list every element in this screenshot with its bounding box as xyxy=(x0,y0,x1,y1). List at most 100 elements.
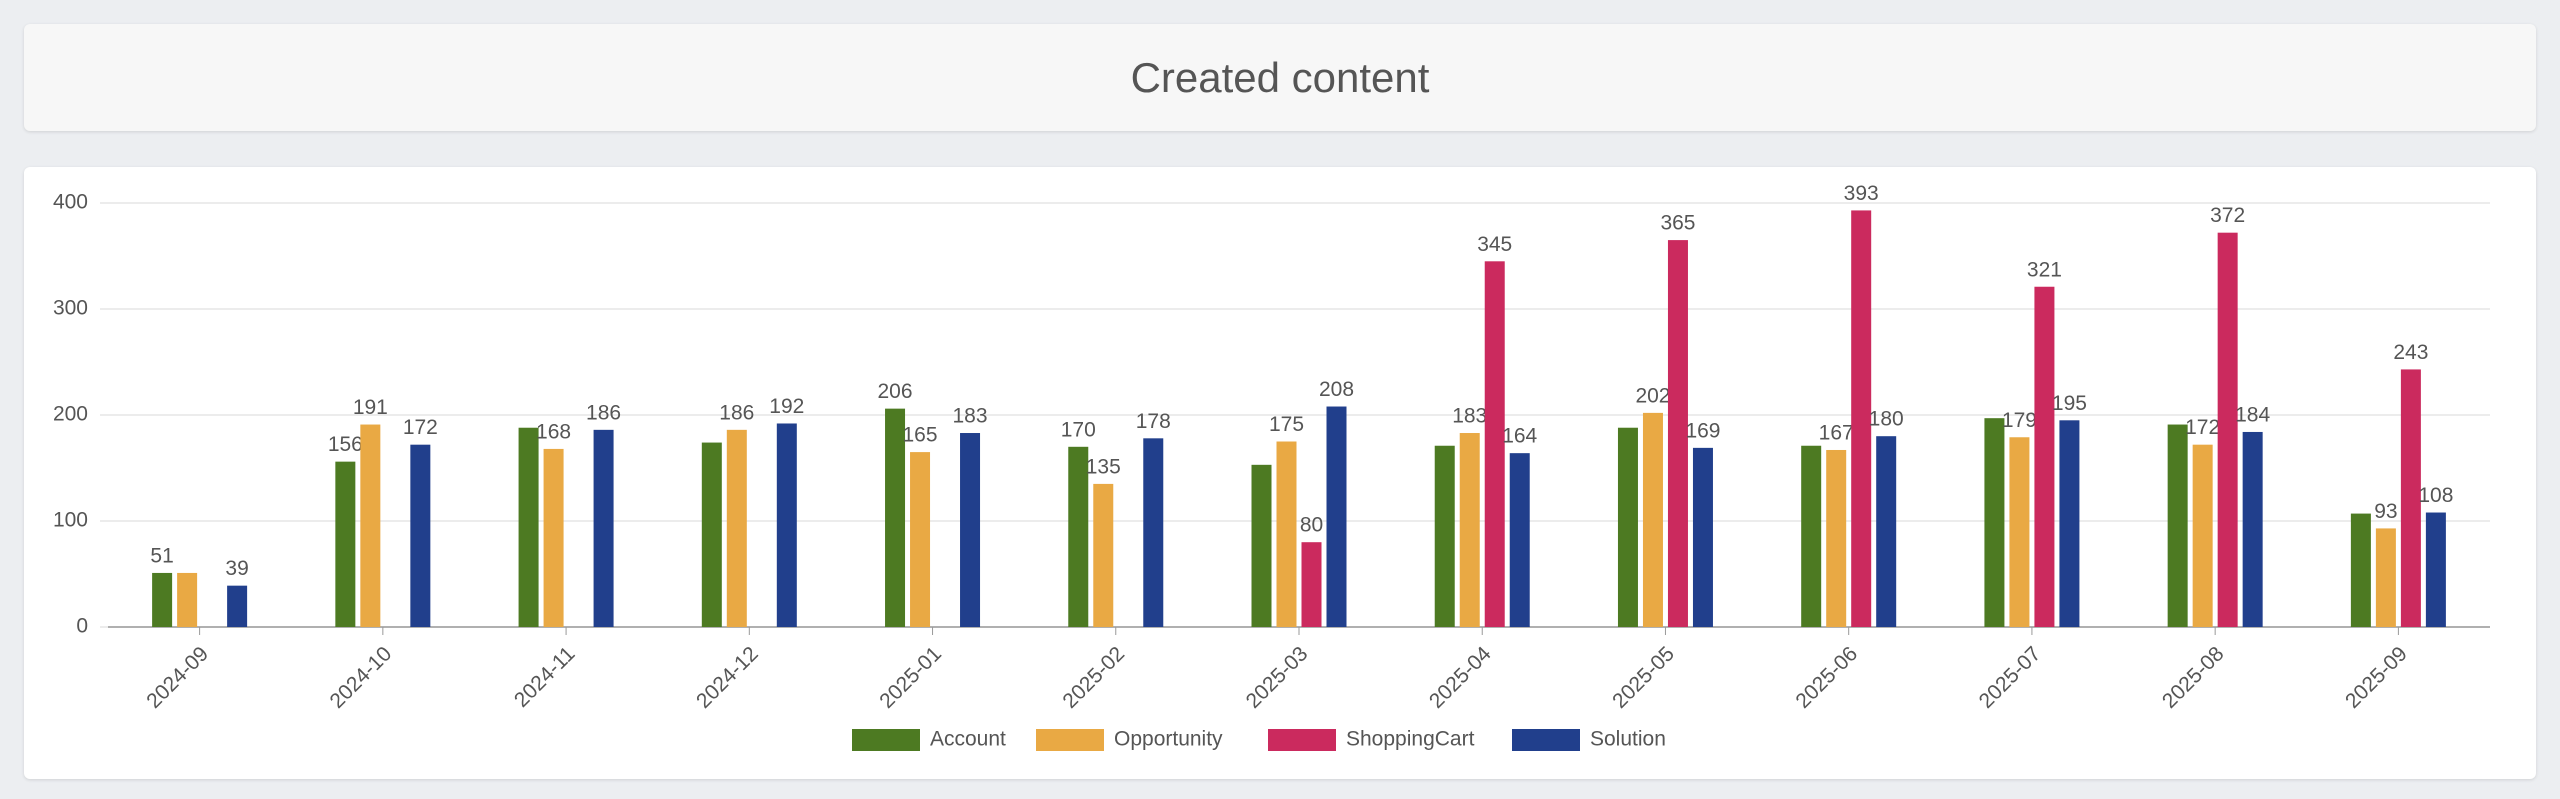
bar xyxy=(1484,261,1505,627)
x-tick-label: 2025-07 xyxy=(1975,642,2046,713)
data-label: 39 xyxy=(225,557,248,580)
bar xyxy=(1617,427,1638,627)
bar xyxy=(1301,542,1322,627)
x-tick-label: 2025-05 xyxy=(1608,642,1679,713)
bar xyxy=(1251,464,1272,627)
data-label: 135 xyxy=(1086,455,1121,478)
data-label: 172 xyxy=(2185,416,2220,439)
bar xyxy=(1826,449,1847,627)
bar xyxy=(776,423,797,627)
x-tick-label: 2024-10 xyxy=(326,642,397,713)
bar xyxy=(701,442,722,627)
data-label: 345 xyxy=(1477,233,1512,256)
data-label: 191 xyxy=(353,396,388,419)
x-tick-label: 2024-11 xyxy=(510,642,580,712)
legend-label: ShoppingCart xyxy=(1346,728,1475,751)
data-label: 168 xyxy=(536,420,571,443)
chart-title: Created content xyxy=(1130,53,1430,101)
data-label: 192 xyxy=(769,395,804,418)
data-label: 372 xyxy=(2210,204,2245,227)
bar xyxy=(726,429,747,627)
bar xyxy=(1851,210,1872,628)
bar xyxy=(1093,483,1114,627)
chart-card: 0 100 200 300 400 2024-09 51 39 2024-10 156 191 172… xyxy=(24,167,2536,779)
bar xyxy=(1692,447,1713,627)
bar xyxy=(2034,286,2055,627)
bar xyxy=(1068,446,1089,627)
x-tick-label: 2025-09 xyxy=(2341,642,2412,713)
data-label: 186 xyxy=(719,401,754,424)
data-label: 167 xyxy=(1819,422,1854,445)
data-label: 195 xyxy=(2052,392,2087,415)
data-label: 184 xyxy=(2235,404,2270,427)
bar xyxy=(335,461,356,627)
legend-label: Solution xyxy=(1590,728,1666,751)
legend-label: Opportunity xyxy=(1114,728,1223,751)
bar xyxy=(1509,453,1530,627)
bar xyxy=(1876,436,1897,627)
y-tick-label: 100 xyxy=(53,509,88,532)
bar xyxy=(2425,512,2446,627)
bar xyxy=(1667,240,1688,627)
data-label: 156 xyxy=(328,433,363,456)
data-label: 51 xyxy=(150,544,173,567)
y-tick-label: 200 xyxy=(53,403,88,426)
data-label: 243 xyxy=(2393,341,2428,364)
bar xyxy=(2400,369,2421,627)
bar xyxy=(2192,444,2213,627)
bar xyxy=(227,585,248,627)
x-tick-label: 2025-01 xyxy=(875,642,946,713)
bar xyxy=(885,408,906,627)
x-tick-label: 2024-12 xyxy=(692,642,763,713)
x-tick-label: 2025-06 xyxy=(1791,642,1862,713)
data-label: 183 xyxy=(953,405,988,428)
bar xyxy=(2059,420,2080,627)
bar xyxy=(2217,232,2238,627)
bar xyxy=(360,424,381,627)
bar xyxy=(1984,418,2005,627)
data-label: 206 xyxy=(878,380,913,403)
y-tick-label: 400 xyxy=(53,191,88,214)
title-card: Created content xyxy=(24,24,2536,131)
chart: 0 100 200 300 400 2024-09 51 39 2024-10 156 191 172… xyxy=(53,182,2490,751)
data-label: 202 xyxy=(1635,384,1670,407)
legend-swatch xyxy=(1036,729,1104,751)
bar xyxy=(2167,424,2188,627)
bar xyxy=(960,433,981,627)
data-label: 165 xyxy=(903,424,938,447)
bar xyxy=(2375,528,2396,627)
data-label: 175 xyxy=(1269,413,1304,436)
legend-swatch xyxy=(852,729,920,751)
legend-swatch xyxy=(1268,729,1336,751)
bar xyxy=(2242,431,2263,627)
bar xyxy=(593,429,614,627)
x-tick-label: 2025-02 xyxy=(1058,642,1129,713)
data-label: 393 xyxy=(1844,182,1879,205)
bar xyxy=(2350,513,2371,627)
bar xyxy=(1642,412,1663,627)
data-label: 186 xyxy=(586,401,621,424)
bar xyxy=(1801,445,1822,627)
data-label: 93 xyxy=(2374,500,2397,523)
data-label: 170 xyxy=(1061,418,1096,441)
data-label: 365 xyxy=(1660,212,1695,235)
bar xyxy=(177,572,198,627)
legend-label: Account xyxy=(930,728,1006,751)
bar xyxy=(410,444,431,627)
data-label: 172 xyxy=(403,416,438,439)
data-label: 164 xyxy=(1502,425,1537,448)
data-label: 169 xyxy=(1685,419,1720,442)
bar xyxy=(2009,437,2030,627)
data-label: 178 xyxy=(1136,410,1171,433)
bar xyxy=(910,452,931,627)
data-label: 179 xyxy=(2002,409,2037,432)
data-label: 180 xyxy=(1869,408,1904,431)
bar xyxy=(1276,441,1297,627)
bar xyxy=(152,572,173,627)
legend-swatch xyxy=(1512,729,1580,751)
bar xyxy=(1143,438,1164,627)
data-label: 108 xyxy=(2418,484,2453,507)
bar xyxy=(1434,445,1455,627)
bar xyxy=(1459,433,1480,627)
